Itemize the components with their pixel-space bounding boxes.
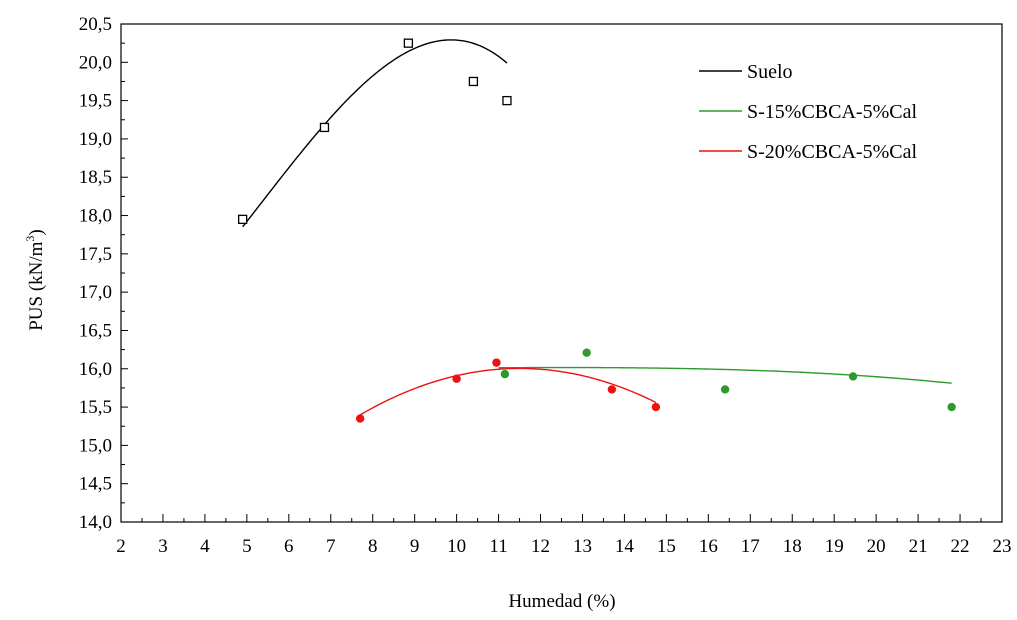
y-axis-title-main: PUS (kN/m bbox=[26, 241, 47, 330]
x-tick-label: 13 bbox=[573, 536, 592, 557]
y-tick-label: 14,0 bbox=[79, 512, 112, 533]
y-tick-label: 19,5 bbox=[79, 91, 112, 112]
x-tick-label: 12 bbox=[531, 536, 550, 557]
y-tick-label: 14,5 bbox=[79, 474, 112, 495]
x-tick-label: 23 bbox=[993, 536, 1012, 557]
y-tick-label: 20,5 bbox=[79, 14, 112, 35]
data-point bbox=[651, 402, 661, 412]
x-axis-title: Humedad (%) bbox=[508, 591, 615, 612]
x-tick-label: 15 bbox=[657, 536, 676, 557]
legend-label: Suelo bbox=[747, 61, 793, 83]
y-axis-title-superscript: 3 bbox=[23, 236, 37, 242]
data-point bbox=[607, 385, 617, 394]
data-point bbox=[720, 385, 730, 394]
data-point bbox=[468, 76, 479, 87]
x-tick-label: 18 bbox=[783, 536, 802, 557]
y-tick-label: 15,5 bbox=[79, 397, 112, 418]
plot-frame bbox=[120, 23, 1003, 523]
axis-ticks: 14,0 14,5 15,0 15,5 16,0 16,5 17,0 17,5 18,0 18,5… bbox=[79, 14, 1012, 557]
x-tick-label: 17 bbox=[741, 536, 760, 557]
y-tick-label: 18,0 bbox=[79, 206, 112, 227]
y-axis-title-end: ) bbox=[26, 229, 47, 235]
data-point bbox=[319, 122, 330, 133]
data-point bbox=[403, 38, 414, 48]
fit-curve bbox=[498, 366, 952, 384]
y-tick-label: 18,5 bbox=[79, 167, 112, 188]
y-axis-title: PUS (kN/m3) bbox=[23, 229, 47, 331]
y-tick-label: 17,0 bbox=[79, 282, 112, 303]
x-tick-label: 19 bbox=[825, 536, 844, 557]
data-point bbox=[355, 414, 365, 423]
plot-border bbox=[120, 23, 1003, 523]
fit-curves bbox=[242, 39, 952, 416]
x-tick-label: 9 bbox=[410, 536, 420, 557]
data-point bbox=[238, 214, 248, 225]
x-tick-label: 3 bbox=[158, 536, 168, 557]
x-tick-label: 11 bbox=[489, 536, 507, 557]
fit-curve bbox=[242, 39, 508, 228]
legend-label: S-15%CBCA-5%Cal bbox=[747, 101, 917, 123]
legend: Suelo S-15%CBCA-5%Cal S-20%CBCA-5%Cal bbox=[699, 61, 917, 163]
y-tick-label: 20,0 bbox=[79, 52, 112, 73]
x-tick-label: 21 bbox=[909, 536, 928, 557]
x-tick-label: 2 bbox=[116, 536, 126, 557]
data-point bbox=[492, 358, 501, 367]
data-point bbox=[452, 374, 461, 383]
x-tick-label: 10 bbox=[447, 536, 466, 557]
y-tick-label: 15,0 bbox=[79, 435, 112, 456]
data-points bbox=[238, 38, 956, 423]
y-tick-label: 16,5 bbox=[79, 320, 112, 341]
x-tick-label: 22 bbox=[951, 536, 970, 557]
x-tick-label: 8 bbox=[368, 536, 378, 557]
x-tick-label: 4 bbox=[200, 536, 210, 557]
data-point bbox=[502, 95, 512, 106]
x-tick-label: 16 bbox=[699, 536, 718, 557]
data-point bbox=[848, 372, 858, 381]
x-tick-label: 6 bbox=[284, 536, 294, 557]
x-tick-label: 5 bbox=[242, 536, 252, 557]
legend-label: S-20%CBCA-5%Cal bbox=[747, 141, 917, 163]
data-point bbox=[582, 348, 591, 357]
y-tick-label: 19,0 bbox=[79, 129, 112, 150]
y-tick-label: 16,0 bbox=[79, 359, 112, 380]
data-point bbox=[947, 402, 956, 412]
x-tick-label: 14 bbox=[615, 536, 635, 557]
data-point bbox=[500, 369, 510, 379]
x-tick-label: 20 bbox=[867, 536, 886, 557]
y-tick-label: 17,5 bbox=[79, 244, 112, 265]
x-tick-label: 7 bbox=[326, 536, 336, 557]
fit-curve bbox=[359, 367, 657, 416]
